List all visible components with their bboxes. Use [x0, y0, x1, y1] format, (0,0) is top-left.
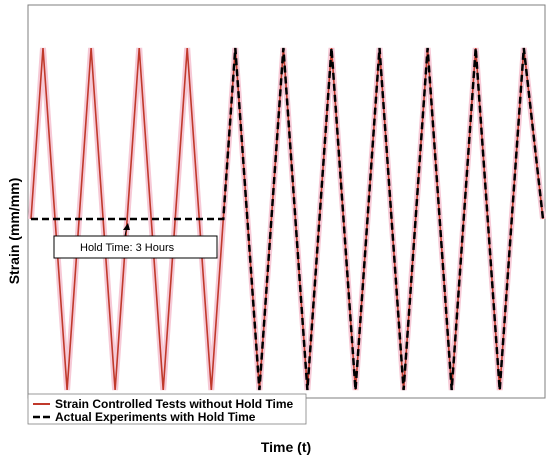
- annotation-box: [53, 235, 218, 259]
- annotation-text: Hold Time: 3 Hours: [80, 242, 175, 254]
- y-axis-label: Strain (mm/mm): [6, 178, 22, 285]
- series-1-line: [31, 47, 545, 391]
- legend-label-series-1: Actual Experiments with Hold Time: [55, 410, 256, 424]
- x-axis-label: Time (t): [261, 439, 311, 455]
- legend-box: [27, 393, 307, 425]
- hold-time-annotation: Hold Time: 3 Hours: [53, 223, 218, 259]
- legend: Strain Controlled Tests without Hold Tim…: [27, 393, 307, 425]
- legend-label-series-0: Strain Controlled Tests without Hold Tim…: [55, 397, 294, 411]
- series-layer: [28, 47, 546, 391]
- annotation-arrowhead-icon: [123, 223, 130, 230]
